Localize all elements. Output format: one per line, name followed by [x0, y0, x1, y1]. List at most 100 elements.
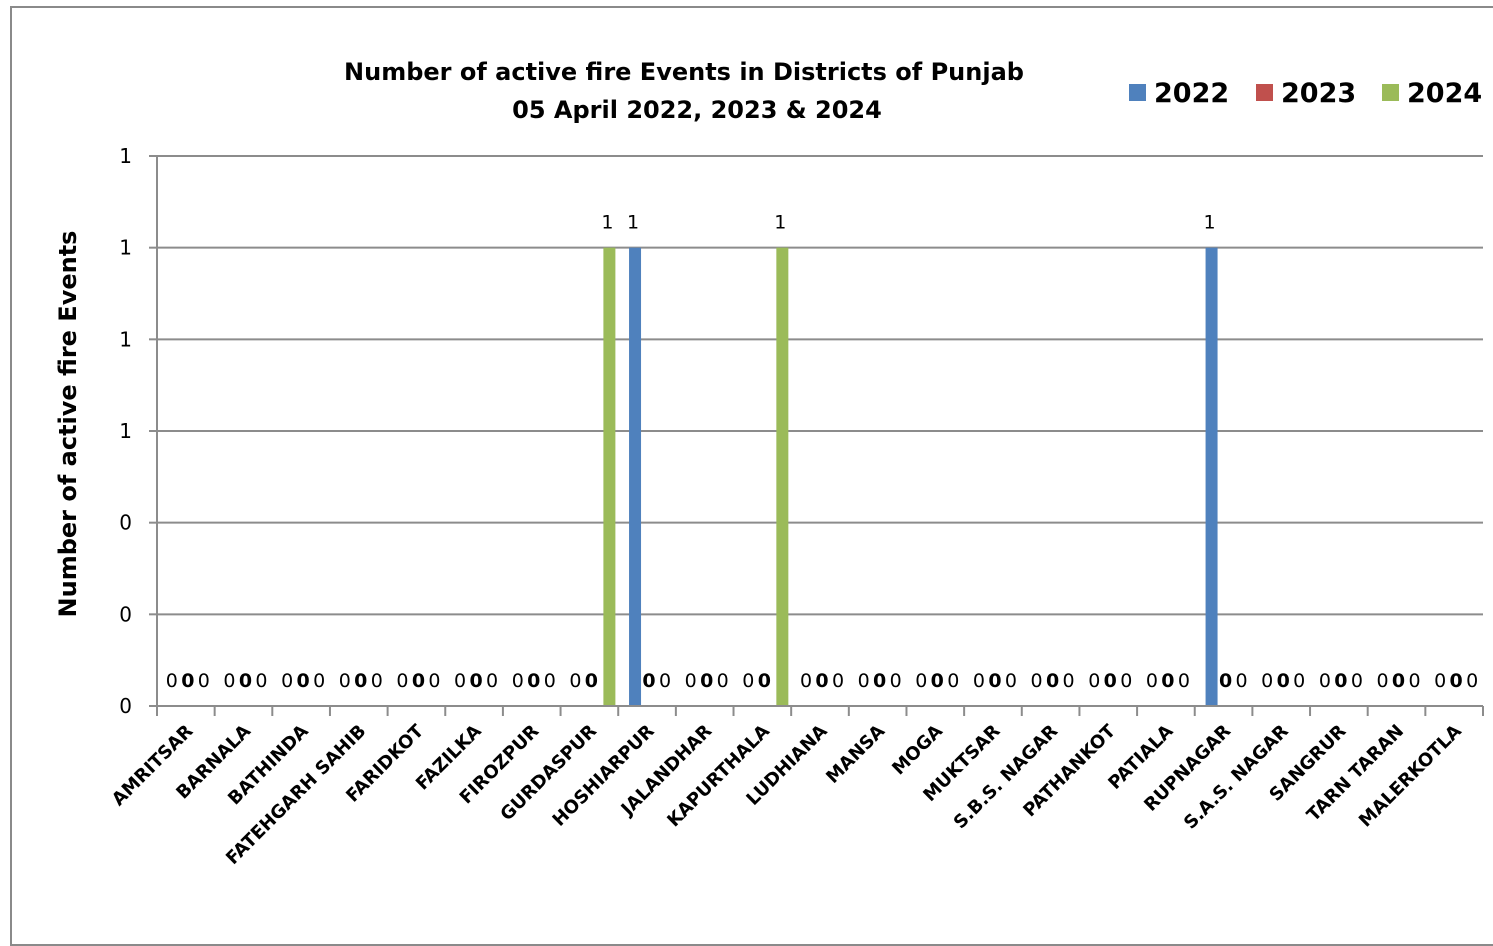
data-label: 1	[627, 212, 639, 234]
x-tick-label: MALERKOTLA	[1355, 721, 1466, 832]
data-label: 0	[1450, 670, 1463, 692]
data-label: 0	[1005, 670, 1017, 692]
data-label: 0	[832, 670, 844, 692]
x-tick-label: HOSHIARPUR	[549, 721, 659, 831]
data-label: 0	[428, 670, 440, 692]
chart-subtitle: 05 April 2022, 2023 & 2024	[512, 96, 882, 124]
data-label: 0	[1161, 670, 1174, 692]
data-label: 0	[1031, 670, 1043, 692]
data-label: 0	[585, 670, 598, 692]
data-label: 0	[1434, 670, 1446, 692]
y-tick-label: 1	[119, 236, 132, 260]
data-label: 0	[412, 670, 425, 692]
data-label: 0	[1236, 670, 1248, 692]
y-tick-label: 1	[119, 419, 132, 443]
data-label: 0	[1146, 670, 1158, 692]
data-label: 0	[1063, 670, 1075, 692]
data-label: 0	[166, 670, 178, 692]
data-label: 0	[281, 670, 293, 692]
data-label: 0	[1466, 670, 1478, 692]
x-tick-label: MANSA	[822, 721, 889, 788]
data-label: 0	[988, 670, 1001, 692]
gridlines	[157, 155, 1483, 616]
data-label: 0	[815, 670, 828, 692]
legend-label-2022: 2022	[1154, 78, 1229, 109]
data-label: 0	[1277, 670, 1290, 692]
y-tick-label: 1	[119, 327, 132, 351]
data-label: 0	[198, 670, 210, 692]
data-label: 0	[512, 670, 524, 692]
data-label: 0	[454, 670, 466, 692]
x-tick-label: KAPURTHALA	[663, 721, 774, 832]
data-label: 0	[1293, 670, 1305, 692]
data-label: 0	[297, 670, 310, 692]
data-label: 0	[685, 670, 697, 692]
axes	[156, 156, 1484, 716]
data-label: 0	[873, 670, 886, 692]
data-label: 0	[1334, 670, 1347, 692]
legend-swatch-2023	[1256, 84, 1273, 101]
data-label: 0	[486, 670, 498, 692]
y-tick-label: 0	[119, 694, 132, 718]
x-tick-label: MOGA	[888, 721, 947, 780]
data-label: 0	[339, 670, 351, 692]
data-label: 0	[947, 670, 959, 692]
data-label: 0	[354, 670, 367, 692]
y-tick-label: 1	[119, 144, 132, 168]
legend-swatch-2022	[1129, 84, 1146, 101]
data-label: 0	[1319, 670, 1331, 692]
data-label: 0	[973, 670, 985, 692]
data-label: 0	[742, 670, 754, 692]
legend-swatch-2024	[1382, 84, 1399, 101]
data-label: 0	[800, 670, 812, 692]
data-label: 1	[1204, 212, 1216, 234]
data-label: 0	[1408, 670, 1420, 692]
data-label: 0	[181, 670, 194, 692]
legend-label-2023: 2023	[1281, 78, 1356, 109]
data-label: 0	[223, 670, 235, 692]
data-label: 0	[1219, 670, 1232, 692]
legend-label-2024: 2024	[1407, 78, 1482, 109]
data-label: 0	[1261, 670, 1273, 692]
data-label: 0	[717, 670, 729, 692]
data-label: 1	[774, 212, 786, 234]
data-label: 0	[642, 670, 655, 692]
data-label: 0	[1392, 670, 1405, 692]
data-label: 0	[931, 670, 944, 692]
bar-2022-rupnagar	[1205, 247, 1218, 706]
data-label: 1	[601, 212, 613, 234]
bar-2024-kapurthala	[776, 247, 789, 706]
data-label: 0	[371, 670, 383, 692]
data-label: 0	[544, 670, 556, 692]
data-label: 0	[1104, 670, 1117, 692]
data-label: 0	[313, 670, 325, 692]
data-label: 0	[569, 670, 581, 692]
y-tick-label: 0	[119, 511, 132, 535]
data-label: 0	[890, 670, 902, 692]
bar-2022-hoshiarpur	[629, 247, 642, 706]
x-tick-label: S.B.S. NAGAR	[950, 721, 1063, 834]
data-label: 0	[1351, 670, 1363, 692]
data-label: 0	[659, 670, 671, 692]
data-label: 0	[1046, 670, 1059, 692]
data-label: 0	[1120, 670, 1132, 692]
data-label: 0	[255, 670, 267, 692]
data-label: 0	[1376, 670, 1388, 692]
chart-title: Number of active fire Events in District…	[344, 58, 1024, 86]
data-label: 0	[858, 670, 870, 692]
data-label: 0	[758, 670, 771, 692]
bar-2024-gurdaspur	[603, 247, 616, 706]
data-label: 0	[700, 670, 713, 692]
data-label: 0	[1178, 670, 1190, 692]
legend: 2022 2023 2024	[1129, 78, 1482, 109]
data-label: 0	[527, 670, 540, 692]
y-axis-label: Number of active fire Events	[54, 231, 82, 618]
data-label: 0	[915, 670, 927, 692]
data-label: 0	[469, 670, 482, 692]
data-label: 0	[396, 670, 408, 692]
x-tick-label: S.A.S. NAGAR	[1180, 721, 1293, 834]
y-axis-ticks: 0 0 0 1 1 1 1	[119, 144, 157, 718]
